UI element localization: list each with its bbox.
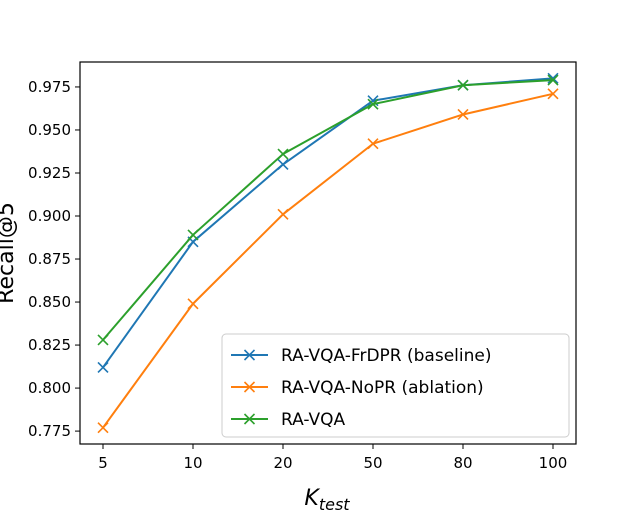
x-axis-label-main: K (304, 486, 320, 511)
data-point-marker (187, 298, 199, 310)
x-axis: 5 10 20 50 80 100 (98, 444, 567, 472)
x-tick-label: 10 (183, 454, 202, 472)
x-tick-label: 20 (273, 454, 292, 472)
legend-box (221, 333, 570, 438)
y-tick-label: 0.875 (28, 250, 71, 268)
legend-label: RA-VQA-FrDPR (baseline) (281, 346, 491, 366)
data-point-marker (547, 88, 559, 100)
data-point-marker (277, 158, 289, 170)
series-line (102, 92, 554, 429)
y-axis: 0.775 0.800 0.825 0.850 0.875 0.900 0.925 0.950… (28, 78, 80, 440)
legend-label: RA-VQA-NoPR (ablation) (281, 378, 484, 398)
y-tick-label: 0.825 (28, 336, 71, 354)
data-point-marker (187, 229, 199, 241)
series-3 (97, 74, 559, 346)
data-point-marker (457, 108, 469, 121)
data-point-marker (97, 422, 109, 434)
data-point-marker (367, 138, 379, 150)
data-point-marker (547, 72, 559, 84)
y-axis-label: Recall@5 (0, 202, 19, 304)
y-tick-label: 0.775 (28, 422, 71, 440)
y-tick-label: 0.800 (28, 379, 71, 397)
series-2 (97, 88, 559, 434)
legend-marker (243, 381, 256, 393)
data-point-marker (367, 98, 379, 110)
data-point-marker (457, 79, 469, 91)
y-tick-label: 0.925 (28, 164, 71, 182)
legend-marker (243, 413, 256, 425)
x-tick-label: 5 (98, 454, 108, 472)
x-tick-label: 100 (539, 454, 568, 472)
x-axis-label-subscript: test (319, 495, 350, 512)
y-tick-label: 0.900 (28, 207, 71, 225)
legend-label: RA-VQA (281, 410, 346, 430)
x-tick-label: 80 (453, 454, 472, 472)
y-tick-label: 0.950 (28, 121, 71, 139)
legend-marker (243, 349, 256, 361)
data-point-marker (277, 148, 289, 160)
x-axis-label: Ktest (304, 486, 350, 512)
legend: RA-VQA-FrDPR (baseline) RA-VQA-NoPR (abla… (221, 333, 570, 438)
y-tick-label: 0.850 (28, 293, 71, 311)
data-point-marker (277, 208, 289, 220)
series-line (102, 79, 554, 341)
y-tick-label: 0.975 (28, 78, 71, 96)
data-point-marker (97, 334, 109, 346)
series-layer (97, 72, 559, 434)
x-tick-label: 50 (363, 454, 382, 472)
data-point-marker (97, 361, 109, 373)
data-point-marker (547, 74, 559, 86)
